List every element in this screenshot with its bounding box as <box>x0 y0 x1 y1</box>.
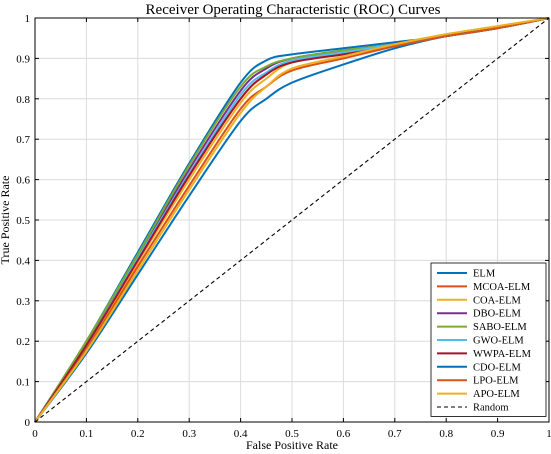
y-tick-label: 0.2 <box>16 336 30 348</box>
y-tick-label: 0 <box>25 417 31 429</box>
chart-title: Receiver Operating Characteristic (ROC) … <box>146 2 441 18</box>
x-tick-label: 0.8 <box>439 428 453 440</box>
x-tick-label: 0.5 <box>285 428 299 440</box>
legend-label-coa-elm: COA-ELM <box>473 295 521 306</box>
y-tick-label: 0.4 <box>16 255 30 267</box>
legend-label-random: Random <box>473 403 509 414</box>
x-tick-label: 0.3 <box>182 428 196 440</box>
x-axis-ticks: 0 0.1 0.2 0.3 0.4 0.5 0.6 0.7 0.8 0.9 1 <box>32 18 551 440</box>
legend-label-wwpa-elm: WWPA-ELM <box>473 349 532 360</box>
y-tick-label: 0.7 <box>16 134 30 146</box>
legend-label-sabo-elm: SABO-ELM <box>473 322 527 333</box>
y-tick-label: 0.8 <box>16 94 30 106</box>
legend-label-apo-elm: APO-ELM <box>473 389 520 400</box>
y-tick-label: 0.1 <box>16 377 30 389</box>
legend-label-lpo-elm: LPO-ELM <box>473 376 519 387</box>
series-line-random <box>34 17 550 423</box>
y-axis-label: True Positive Rate <box>0 176 12 265</box>
legend-label-cdo-elm: CDO-ELM <box>473 362 521 373</box>
y-axis-ticks: 0 0.1 0.2 0.3 0.4 0.5 0.6 0.7 0.8 0.9 1 <box>16 13 549 429</box>
y-tick-label: 0.6 <box>16 175 30 187</box>
legend-label-elm: ELM <box>473 269 496 280</box>
x-tick-label: 0.1 <box>80 428 94 440</box>
x-axis-label: False Positive Rate <box>246 438 338 452</box>
y-tick-label: 1 <box>25 13 31 25</box>
legend: ELM MCOA-ELM COA-ELM DBO-ELM SABO-ELM GWO-ELM… <box>430 262 547 417</box>
y-tick-label: 0.9 <box>16 53 30 65</box>
x-tick-label: 0.6 <box>337 428 351 440</box>
x-tick-label: 0.7 <box>388 428 402 440</box>
x-tick-label: 1 <box>546 428 551 440</box>
x-tick-label: 0.4 <box>234 428 248 440</box>
legend-label-mcoa-elm: MCOA-ELM <box>473 282 531 293</box>
legend-label-gwo-elm: GWO-ELM <box>473 336 524 347</box>
series-line-apo-elm <box>34 17 550 423</box>
x-tick-label: 0.2 <box>131 428 145 440</box>
x-tick-label: 0 <box>32 428 38 440</box>
series-lines <box>34 17 550 423</box>
y-tick-label: 0.3 <box>16 296 30 308</box>
legend-label-dbo-elm: DBO-ELM <box>473 309 521 320</box>
y-tick-label: 0.5 <box>16 215 30 227</box>
x-tick-label: 0.9 <box>491 428 505 440</box>
